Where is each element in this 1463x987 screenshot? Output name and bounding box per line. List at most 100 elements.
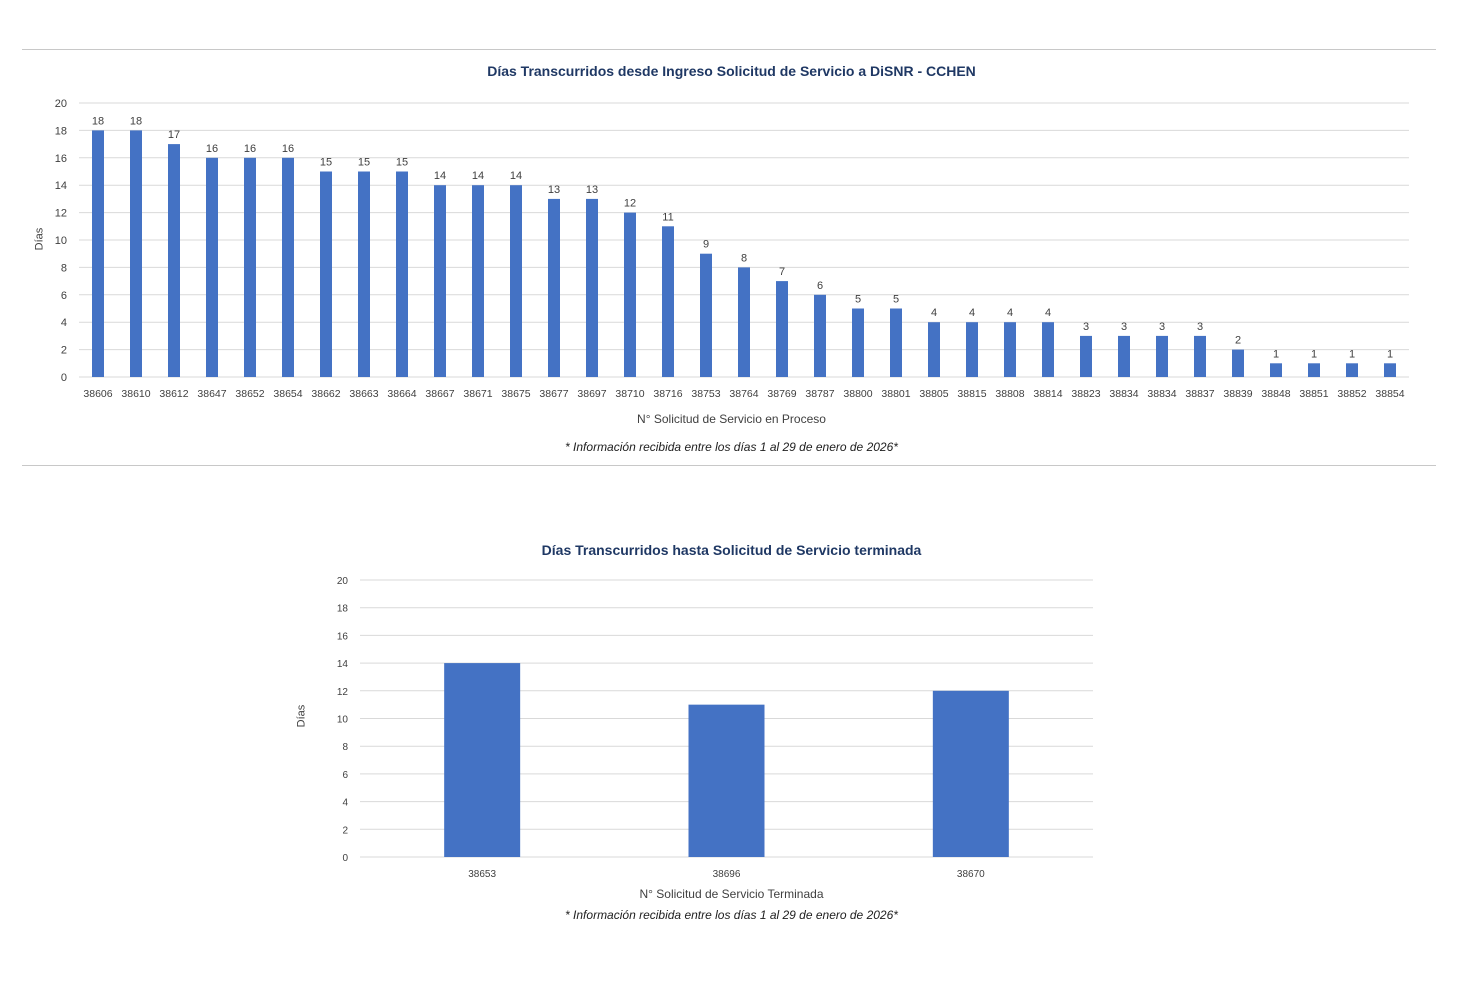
chart-title: Días Transcurridos hasta Solicitud de Se… — [541, 542, 922, 558]
x-tick-label: 38787 — [805, 388, 834, 400]
bar-38801 — [890, 308, 902, 377]
x-tick-label: 38696 — [713, 869, 741, 880]
x-tick-label: 38834 — [1109, 388, 1138, 400]
data-label: 1 — [1311, 348, 1317, 360]
y-tick-label: 2 — [61, 345, 67, 357]
y-tick-label: 20 — [55, 98, 67, 110]
bar-38834 — [1118, 335, 1130, 377]
data-label: 14 — [510, 170, 522, 182]
bar-38664 — [396, 171, 408, 377]
x-tick-label: 38667 — [425, 388, 454, 400]
y-tick-label: 14 — [55, 180, 67, 192]
y-tick-label: 0 — [61, 372, 67, 384]
bar-38808 — [1004, 322, 1016, 377]
y-tick-label: 12 — [337, 687, 349, 698]
chart-in-process: Días Transcurridos desde Ingreso Solicit… — [0, 0, 1463, 465]
chart-note: * Información recibida entre los días 1 … — [565, 908, 898, 922]
data-label: 16 — [206, 143, 218, 155]
chart-title: Días Transcurridos desde Ingreso Solicit… — [487, 63, 976, 79]
bar-38854 — [1384, 363, 1396, 377]
bar-38800 — [852, 308, 864, 377]
x-tick-label: 38710 — [615, 388, 644, 400]
data-label: 5 — [893, 294, 899, 306]
data-label: 18 — [130, 115, 142, 127]
x-tick-label: 38610 — [121, 388, 150, 400]
data-label: 16 — [244, 143, 256, 155]
x-tick-label: 38805 — [919, 388, 948, 400]
bar-38716 — [662, 226, 674, 377]
x-tick-label: 38854 — [1375, 388, 1404, 400]
bar-38667 — [434, 185, 446, 377]
x-tick-label: 38670 — [957, 869, 985, 880]
bar-38710 — [624, 212, 636, 377]
x-axis-label: N° Solicitud de Servicio en Proceso — [637, 412, 826, 426]
y-tick-label: 4 — [342, 798, 348, 809]
data-label: 9 — [703, 239, 709, 251]
y-tick-label: 12 — [55, 208, 67, 220]
y-tick-label: 16 — [55, 153, 67, 165]
x-tick-label: 38697 — [577, 388, 606, 400]
data-label: 3 — [1159, 321, 1165, 333]
x-tick-label: 38769 — [767, 388, 796, 400]
y-tick-label: 10 — [55, 235, 67, 247]
y-tick-label: 8 — [61, 262, 67, 274]
data-label: 13 — [548, 184, 560, 196]
x-tick-label: 38606 — [83, 388, 112, 400]
bar-38654 — [282, 157, 294, 377]
top-divider — [22, 49, 1436, 50]
data-label: 17 — [168, 129, 180, 141]
x-tick-label: 38654 — [273, 388, 302, 400]
x-tick-label: 38653 — [468, 869, 496, 880]
y-tick-label: 18 — [55, 125, 67, 137]
bar-38823 — [1080, 335, 1092, 377]
bar-38612 — [168, 144, 180, 377]
y-tick-label: 18 — [337, 604, 349, 615]
bar-38662 — [320, 171, 332, 377]
x-tick-label: 38663 — [349, 388, 378, 400]
chart-plot: 0 2 4 6 8 10 12 14 16 18 20 38653 38696 38670 — [337, 576, 1093, 880]
data-label: 13 — [586, 184, 598, 196]
bar-38696 — [688, 704, 765, 857]
x-tick-label: 38814 — [1033, 388, 1062, 400]
bar-38653 — [444, 663, 521, 857]
y-tick-label: 14 — [337, 659, 349, 670]
x-tick-label: 38800 — [843, 388, 872, 400]
x-tick-label: 38823 — [1071, 388, 1100, 400]
y-tick-label: 16 — [337, 631, 349, 642]
y-tick-label: 20 — [337, 576, 349, 587]
x-tick-label: 38801 — [881, 388, 910, 400]
data-label: 18 — [92, 115, 104, 127]
x-tick-label: 38834 — [1147, 388, 1176, 400]
x-tick-label: 38839 — [1223, 388, 1252, 400]
data-label: 11 — [662, 211, 673, 223]
data-label: 15 — [320, 157, 332, 169]
data-label: 14 — [434, 170, 446, 182]
x-tick-label: 38852 — [1337, 388, 1366, 400]
x-axis-label: N° Solicitud de Servicio Terminada — [639, 887, 824, 901]
x-tick-label: 38677 — [539, 388, 568, 400]
x-tick-label: 38848 — [1261, 388, 1290, 400]
data-label: 2 — [1235, 335, 1241, 347]
data-label: 4 — [1007, 307, 1013, 319]
bar-38753 — [700, 253, 712, 377]
data-label: 7 — [779, 266, 785, 278]
bar-38834 — [1156, 335, 1168, 377]
y-tick-label: 6 — [342, 770, 348, 781]
x-tick-label: 38652 — [235, 388, 264, 400]
bar-38837 — [1194, 335, 1206, 377]
bar-38815 — [966, 322, 978, 377]
data-label: 14 — [472, 170, 484, 182]
data-label: 15 — [358, 157, 370, 169]
bar-38787 — [814, 294, 826, 377]
x-tick-label: 38664 — [387, 388, 416, 400]
x-tick-label: 38753 — [691, 388, 720, 400]
bar-38671 — [472, 185, 484, 377]
bar-38805 — [928, 322, 940, 377]
data-label: 1 — [1349, 348, 1355, 360]
y-tick-label: 2 — [342, 825, 348, 836]
bar-38670 — [932, 690, 1009, 857]
chart-completed: Días Transcurridos hasta Solicitud de Se… — [0, 466, 1463, 987]
x-tick-label: 38808 — [995, 388, 1024, 400]
x-tick-label: 38647 — [197, 388, 226, 400]
y-tick-label: 0 — [342, 853, 348, 864]
